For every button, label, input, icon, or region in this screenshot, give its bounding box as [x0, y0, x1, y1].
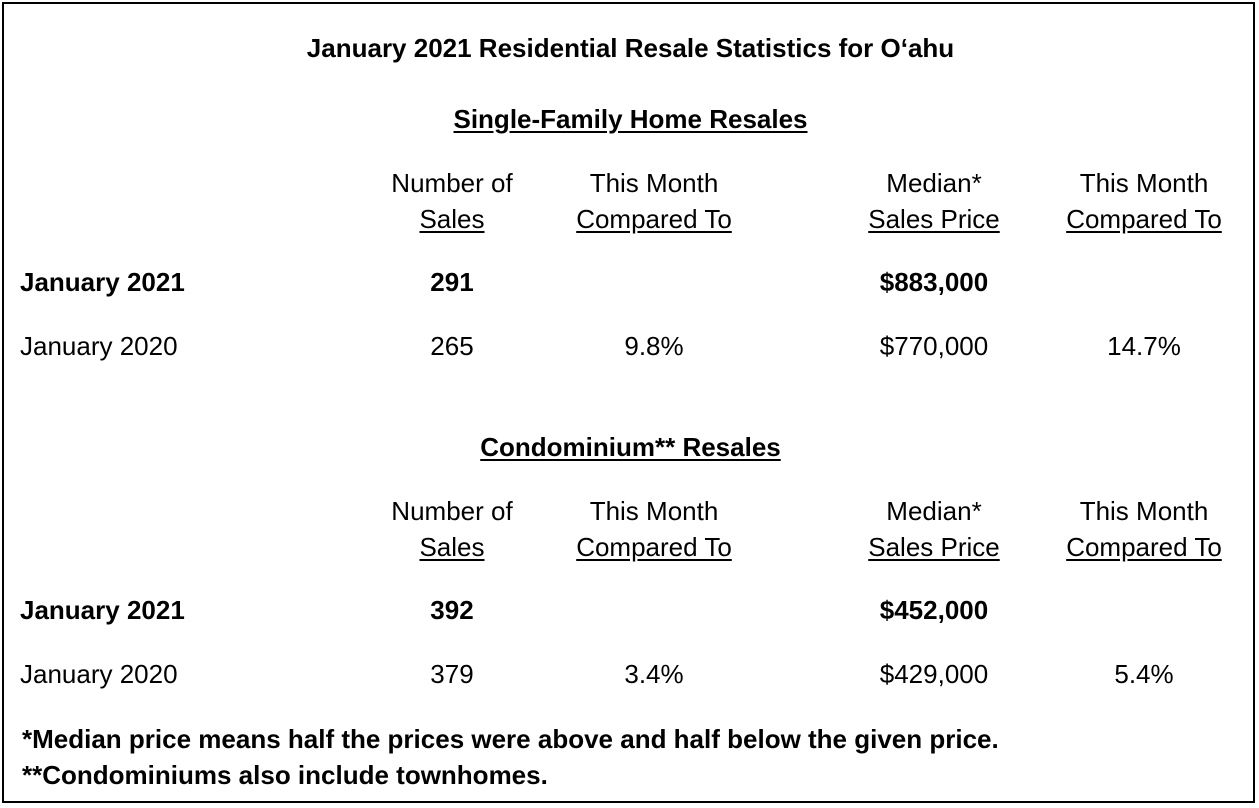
sf-row-2021-sales: 291: [430, 267, 474, 297]
sf-row-2021-median: $883,000: [879, 267, 989, 297]
condo-row-2020-sales-change: 3.4%: [624, 659, 684, 689]
header-line: This Month: [589, 168, 719, 198]
condo-row-2020-sales: 379: [430, 659, 474, 689]
header-line-underlined: Compared To: [576, 204, 732, 234]
header-line-underlined: Sales Price: [868, 204, 1000, 234]
sf-header-number-of-sales: Number of Sales: [372, 165, 532, 237]
single-family-section-heading: Single-Family Home Resales: [453, 104, 808, 134]
sf-row-2020-sales-change: 9.8%: [624, 331, 684, 361]
condo-row-2021-sales: 392: [430, 595, 474, 625]
condo-header-median-compared: This Month Compared To: [1044, 493, 1244, 565]
condo-row-2021-label: January 2021: [20, 595, 185, 625]
header-line-underlined: Compared To: [576, 532, 732, 562]
sf-header-sales-compared: This Month Compared To: [544, 165, 764, 237]
footnote-condominium: **Condominiums also include townhomes.: [22, 760, 548, 790]
header-line: This Month: [589, 496, 719, 526]
sf-header-median-price: Median* Sales Price: [849, 165, 1019, 237]
condo-header-number-of-sales: Number of Sales: [372, 493, 532, 565]
condo-header-sales-compared: This Month Compared To: [544, 493, 764, 565]
header-line-underlined: Sales Price: [868, 532, 1000, 562]
sf-header-median-compared: This Month Compared To: [1044, 165, 1244, 237]
condo-row-2020-median-change: 5.4%: [1114, 659, 1174, 689]
header-line: Median*: [886, 496, 982, 526]
header-line: This Month: [1079, 168, 1209, 198]
header-line: This Month: [1079, 496, 1209, 526]
header-line: Number of: [391, 168, 513, 198]
condo-header-median-price: Median* Sales Price: [849, 493, 1019, 565]
sf-row-2020-median-change: 14.7%: [1107, 331, 1181, 361]
header-line: Median*: [886, 168, 982, 198]
header-line: Number of: [391, 496, 513, 526]
header-line-underlined: Compared To: [1066, 532, 1222, 562]
sf-row-2020-label: January 2020: [20, 331, 178, 361]
condo-row-2020-label: January 2020: [20, 659, 178, 689]
page-title: January 2021 Residential Resale Statisti…: [306, 33, 955, 63]
condominium-section-heading: Condominium** Resales: [480, 432, 781, 462]
condo-row-2021-median: $452,000: [879, 595, 989, 625]
condo-row-2020-median: $429,000: [879, 659, 989, 689]
header-line-underlined: Sales: [419, 204, 485, 234]
sf-row-2021-label: January 2021: [20, 267, 185, 297]
header-line-underlined: Sales: [419, 532, 485, 562]
header-line-underlined: Compared To: [1066, 204, 1222, 234]
footnote-median: *Median price means half the prices were…: [22, 724, 999, 754]
sf-row-2020-median: $770,000: [879, 331, 989, 361]
sf-row-2020-sales: 265: [430, 331, 474, 361]
